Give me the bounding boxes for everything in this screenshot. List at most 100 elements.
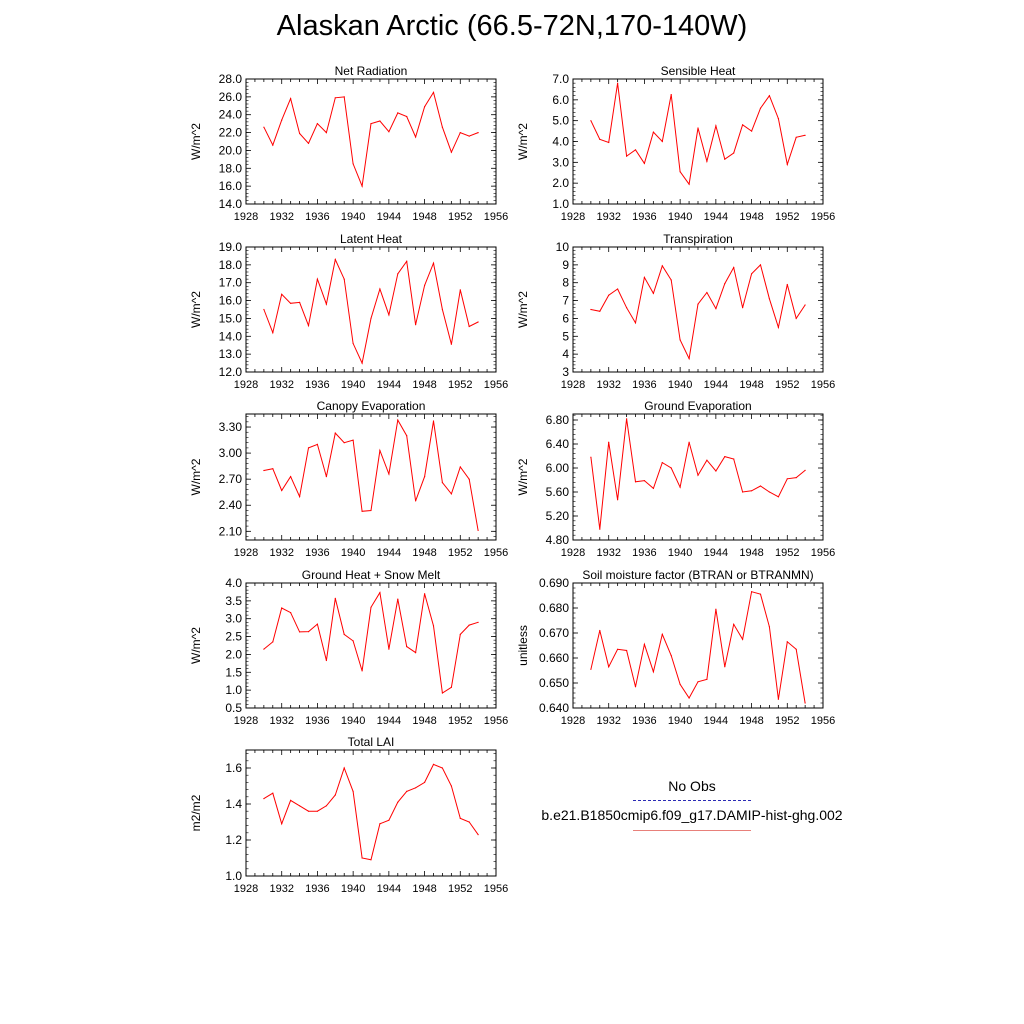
data-point (272, 144, 274, 146)
data-point (299, 805, 301, 807)
data-point (670, 467, 672, 469)
panel-6: Ground Evaporation W/m^2 1928 1932 1936 1940 1… (516, 399, 835, 559)
data-point (415, 324, 417, 326)
data-point (299, 301, 301, 303)
data-point (281, 293, 283, 295)
data-point (608, 441, 610, 443)
data-point (290, 98, 292, 100)
data-point (477, 621, 479, 623)
x-tick-label: 1956 (811, 715, 835, 727)
data-point (415, 136, 417, 138)
data-point (307, 631, 310, 633)
y-tick-label: 2.0 (225, 647, 242, 661)
x-tick-label: 1952 (448, 379, 472, 391)
x-tick-label: 1932 (269, 883, 293, 895)
y-tick-label: 18.0 (219, 161, 243, 175)
panel-4: Transpiration W/m^2 1928 1932 1936 1940 1944 19… (516, 232, 835, 391)
data-point (697, 474, 699, 476)
data-point (706, 459, 708, 461)
y-tick-label: 4.0 (225, 576, 242, 590)
panel-1: Net Radiation W/m^2 1928 1932 1936 1940 1944 19… (189, 64, 508, 223)
y-axis-label: W/m^2 (189, 627, 203, 664)
y-tick-label: 2.5 (225, 630, 242, 644)
x-tick-label: 1944 (704, 379, 728, 391)
data-point (406, 260, 408, 262)
y-tick-label: 26.0 (219, 90, 243, 104)
data-point (626, 418, 628, 420)
data-point (759, 264, 762, 266)
x-tick-label: 1944 (377, 211, 401, 223)
data-point (477, 834, 479, 836)
data-point (697, 127, 699, 129)
y-tick-label: 9 (562, 258, 569, 272)
data-point (432, 262, 435, 264)
x-tick-label: 1944 (377, 547, 401, 559)
y-tick-label: 4 (562, 347, 569, 361)
x-tick-label: 1928 (234, 883, 258, 895)
y-tick-label: 4.80 (546, 533, 570, 547)
data-point (432, 763, 435, 766)
data-point (608, 141, 610, 144)
data-point (370, 509, 372, 512)
data-point (272, 792, 274, 794)
data-point (424, 476, 426, 478)
data-point (751, 490, 753, 492)
data-point (343, 278, 345, 280)
data-point (379, 120, 381, 122)
data-point (804, 702, 806, 704)
data-point (759, 485, 762, 487)
data-point (441, 767, 443, 769)
data-point (379, 823, 381, 825)
data-point (477, 321, 479, 323)
data-point (768, 626, 771, 628)
data-point (643, 162, 646, 164)
plot-frame (572, 246, 824, 373)
data-point (715, 308, 717, 310)
y-tick-label: 7.0 (552, 72, 569, 86)
data-point (450, 343, 452, 345)
x-tick-label: 1952 (775, 211, 799, 223)
panel-title: Canopy Evaporation (317, 399, 426, 413)
legend-obs-label: No Obs (668, 778, 716, 794)
data-point (733, 266, 735, 269)
data-point (424, 106, 426, 108)
data-point (281, 823, 283, 825)
x-tick-label: 1948 (739, 379, 763, 391)
data-point (733, 623, 735, 625)
data-point (742, 491, 744, 493)
data-point (415, 500, 417, 502)
data-point (316, 123, 318, 125)
data-point (759, 107, 762, 109)
data-point (634, 686, 637, 688)
x-tick-label: 1952 (448, 883, 472, 895)
data-point (299, 496, 301, 498)
x-tick-label: 1956 (811, 547, 835, 559)
data-point (599, 528, 601, 530)
data-point (679, 683, 681, 685)
panel-title: Sensible Heat (661, 64, 736, 78)
x-tick-label: 1928 (561, 715, 585, 727)
data-point (272, 641, 274, 643)
y-tick-label: 5.20 (546, 509, 570, 523)
data-point (432, 91, 435, 93)
data-point (379, 288, 381, 290)
data-point (786, 283, 788, 286)
y-tick-label: 13.0 (219, 347, 243, 361)
y-tick-label: 7 (562, 294, 569, 308)
data-point (715, 125, 717, 127)
data-point (617, 648, 619, 650)
y-axis-label: W/m^2 (516, 123, 530, 160)
data-point (634, 481, 637, 483)
data-point (608, 294, 610, 296)
x-tick-label: 1936 (305, 547, 329, 559)
data-point (263, 308, 265, 311)
data-point (590, 120, 592, 122)
x-tick-label: 1928 (234, 547, 258, 559)
x-tick-label: 1936 (305, 715, 329, 727)
y-tick-label: 0.5 (225, 701, 242, 715)
y-tick-label: 1.0 (552, 197, 569, 211)
data-point (272, 468, 274, 470)
x-tick-label: 1940 (668, 547, 692, 559)
data-point (795, 648, 797, 650)
data-point (617, 499, 619, 501)
